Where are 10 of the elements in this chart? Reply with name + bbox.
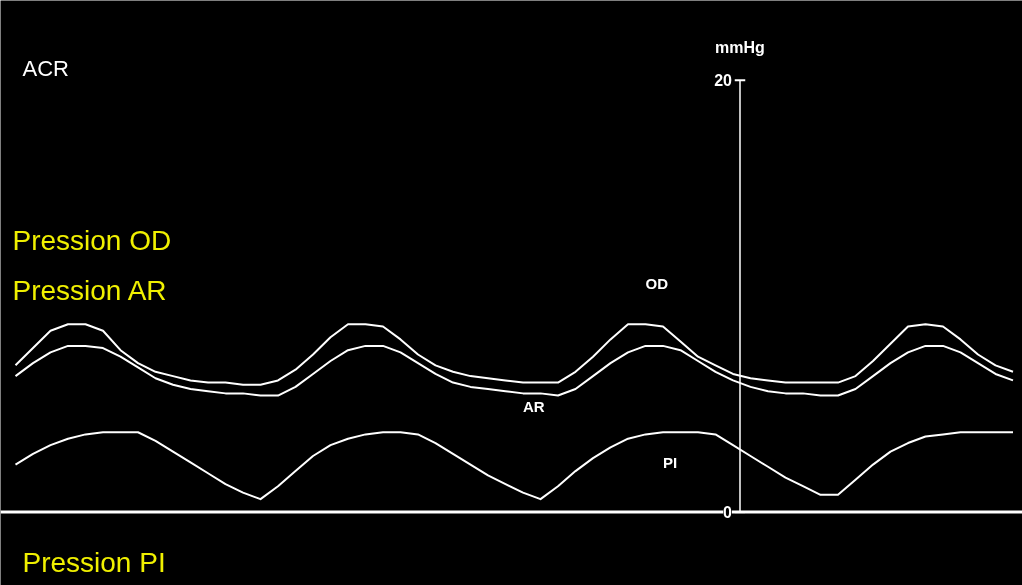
series-label: AR [523, 397, 545, 415]
y-axis-title: mmHg [715, 39, 765, 57]
annotation: Pression PI [22, 546, 166, 578]
text: OD [645, 274, 669, 292]
y-tick-label: 0 [723, 504, 733, 522]
annotation: ACR [22, 55, 69, 81]
series-label: PI [663, 454, 678, 472]
annotation: Pression AR [12, 274, 167, 306]
y-tick-label: 20 [714, 72, 733, 90]
annotation: Pression OD [12, 224, 172, 256]
